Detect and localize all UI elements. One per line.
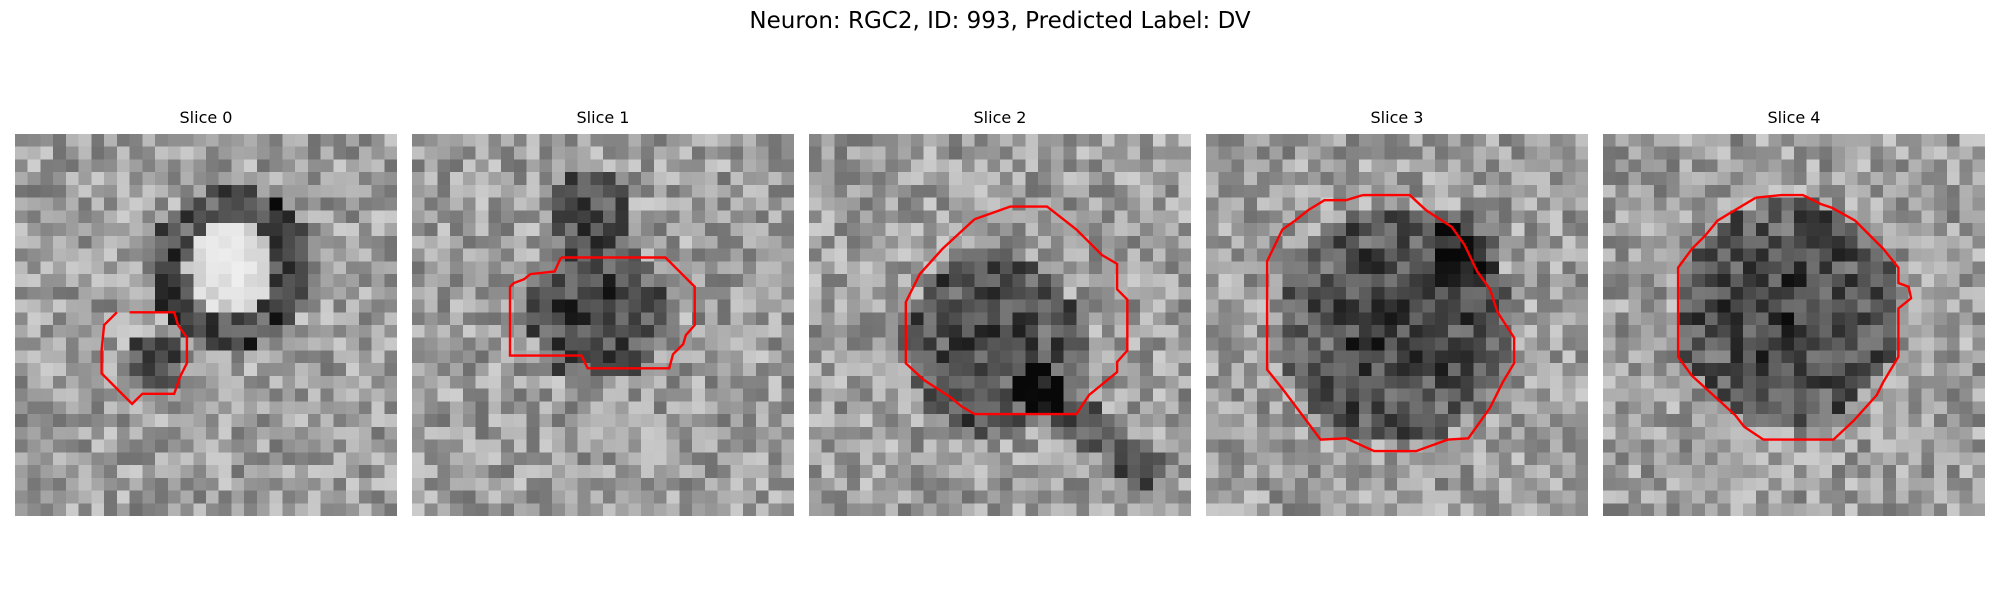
roi-contour-2	[904, 205, 1129, 416]
slice-panel-0: Slice 0	[15, 108, 397, 520]
slice-image-3	[1206, 134, 1588, 516]
slice-title-0: Slice 0	[179, 108, 233, 127]
pixel-grid	[1206, 134, 1588, 516]
pixel-grid	[412, 134, 794, 516]
slice-image-2	[809, 134, 1191, 516]
slice-image-0	[15, 134, 397, 516]
roi-contour-3	[1265, 193, 1516, 453]
pixel-grid	[1603, 134, 1985, 516]
slice-image-4	[1603, 134, 1985, 516]
pixel-grid	[809, 134, 1191, 516]
slice-panel-3: Slice 3	[1206, 108, 1588, 520]
figure-title: Neuron: RGC2, ID: 993, Predicted Label: …	[749, 8, 1251, 34]
slice-panel-1: Slice 1	[412, 108, 794, 520]
slice-title-1: Slice 1	[576, 108, 630, 127]
pixel-grid	[15, 134, 397, 516]
roi-contour-0	[100, 311, 189, 406]
slice-panel-2: Slice 2	[809, 108, 1191, 520]
slice-image-1	[412, 134, 794, 516]
roi-contour-1	[508, 256, 696, 370]
slice-title-2: Slice 2	[973, 108, 1027, 127]
slice-title-3: Slice 3	[1370, 108, 1424, 127]
slice-title-4: Slice 4	[1767, 108, 1821, 127]
roi-contour-4	[1676, 193, 1913, 441]
slice-panel-4: Slice 4	[1603, 108, 1985, 520]
